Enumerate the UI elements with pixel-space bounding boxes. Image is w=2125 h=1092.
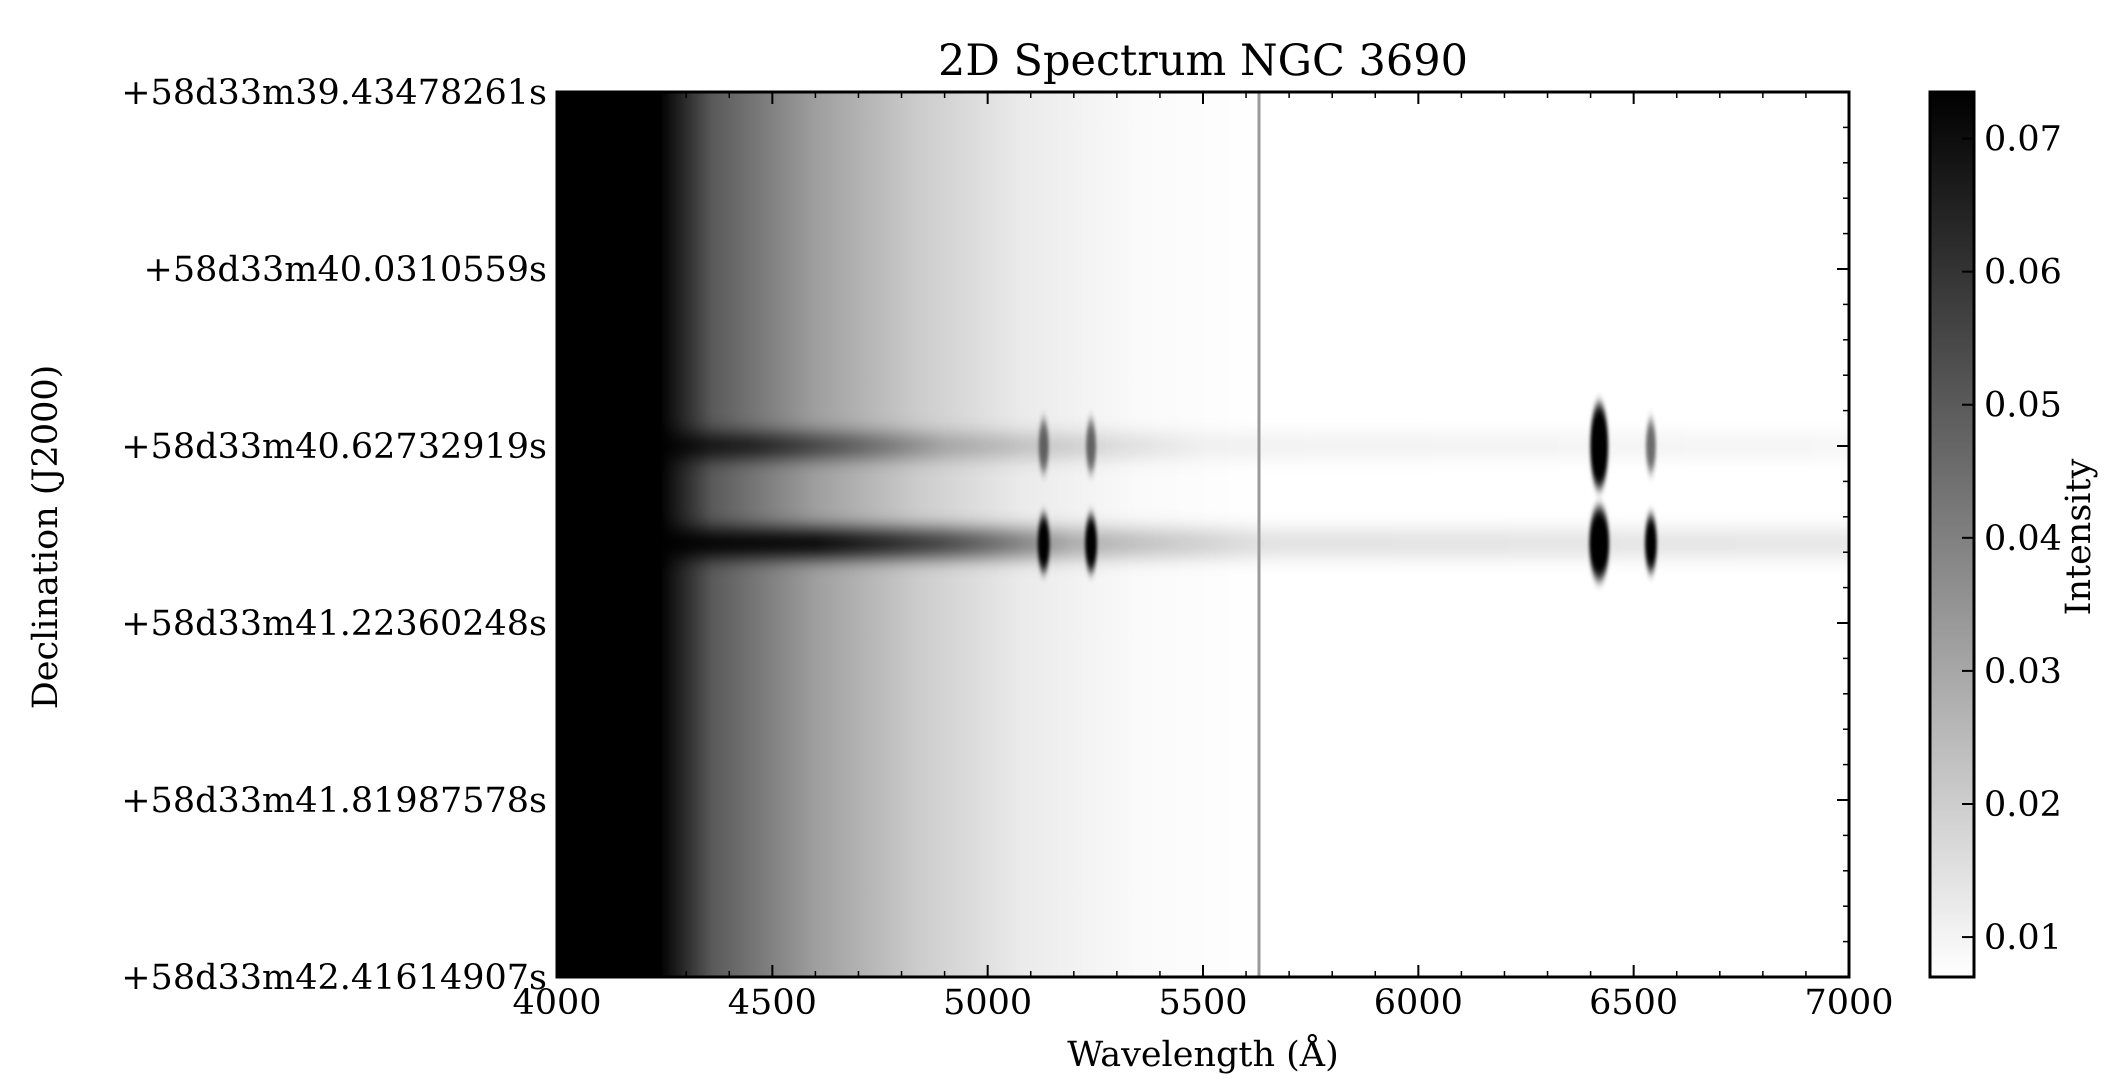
x-tick-label: 4000 bbox=[512, 983, 601, 1023]
y-tick-label: +58d33m40.0310559s bbox=[144, 250, 548, 290]
colorbar-label: Intensity bbox=[2059, 458, 2099, 615]
x-tick-label: 6000 bbox=[1374, 983, 1463, 1023]
emission-line-lower bbox=[1085, 515, 1098, 572]
emission-line-lower bbox=[1644, 515, 1657, 572]
y-tick-label: +58d33m41.22360248s bbox=[121, 604, 547, 644]
x-tick-label: 7000 bbox=[1804, 983, 1893, 1023]
emission-line-lower bbox=[1589, 507, 1610, 580]
colorbar-tick-label: 0.01 bbox=[1984, 918, 2062, 958]
x-tick-label: 4500 bbox=[728, 983, 817, 1023]
colorbar-tick-label: 0.07 bbox=[1984, 120, 2062, 160]
colorbar-tick-label: 0.02 bbox=[1984, 785, 2062, 825]
y-axis-label: Declination (J2000) bbox=[26, 365, 66, 710]
continuum-trace-upper bbox=[557, 434, 1849, 458]
x-tick-label: 6500 bbox=[1589, 983, 1678, 1023]
y-tick-label: +58d33m39.43478261s bbox=[121, 73, 547, 113]
chart-title: 2D Spectrum NGC 3690 bbox=[938, 36, 1468, 86]
colorbar-tick-label: 0.05 bbox=[1984, 386, 2062, 426]
colorbar-tick-label: 0.04 bbox=[1984, 519, 2062, 559]
emission-line-lower bbox=[1037, 515, 1050, 572]
x-axis-label: Wavelength (Å) bbox=[1067, 1032, 1338, 1075]
colorbar-tick-label: 0.06 bbox=[1984, 253, 2062, 293]
y-tick-label: +58d33m41.81987578s bbox=[121, 781, 547, 821]
spectrum-image bbox=[557, 92, 1849, 977]
emission-line-upper bbox=[1038, 420, 1049, 472]
y-tick-label: +58d33m42.41614907s bbox=[121, 958, 547, 998]
emission-line-upper bbox=[1590, 404, 1609, 488]
continuum-trace-lower bbox=[557, 529, 1849, 558]
emission-line-upper bbox=[1645, 420, 1656, 472]
colorbar bbox=[1928, 90, 1976, 979]
emission-line-upper bbox=[1086, 420, 1097, 472]
y-tick-label: +58d33m40.62732919s bbox=[121, 427, 547, 467]
x-tick-label: 5500 bbox=[1158, 983, 1247, 1023]
x-tick-label: 5000 bbox=[943, 983, 1032, 1023]
colorbar-tick-label: 0.03 bbox=[1984, 652, 2062, 692]
